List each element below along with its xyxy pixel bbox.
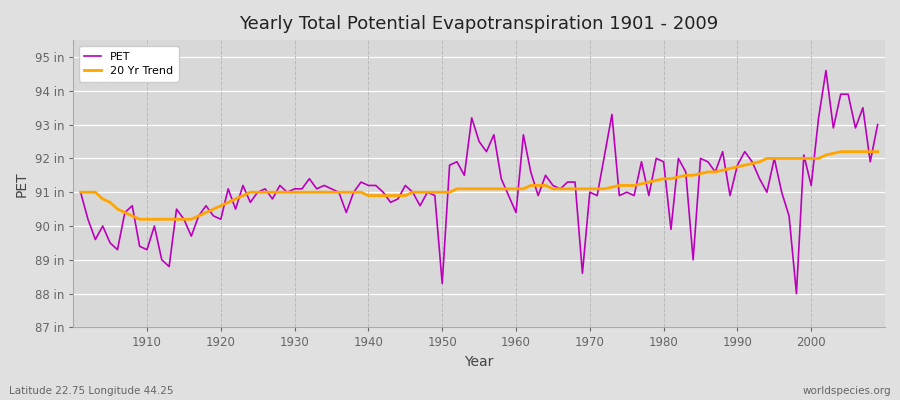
20 Yr Trend [518,186,529,191]
Text: Latitude 22.75 Longitude 44.25: Latitude 22.75 Longitude 44.25 [9,386,174,396]
Text: worldspecies.org: worldspecies.org [803,386,891,396]
20 Yr Trend [510,186,521,191]
20 Yr Trend [141,217,152,222]
PET [503,193,514,198]
X-axis label: Year: Year [464,355,494,369]
Line: PET: PET [81,70,878,294]
20 Yr Trend [607,185,617,190]
PET [134,244,145,249]
20 Yr Trend [835,149,846,154]
20 Yr Trend [134,217,145,222]
PET [791,291,802,296]
PET [341,210,352,215]
PET [297,186,308,191]
PET [872,122,883,127]
Legend: PET, 20 Yr Trend: PET, 20 Yr Trend [79,46,178,82]
Y-axis label: PET: PET [15,171,29,196]
PET [510,210,521,215]
Title: Yearly Total Potential Evapotranspiration 1901 - 2009: Yearly Total Potential Evapotranspiratio… [239,15,719,33]
20 Yr Trend [76,190,86,195]
20 Yr Trend [872,149,883,154]
PET [821,68,832,73]
PET [76,190,86,195]
PET [599,153,610,158]
20 Yr Trend [304,190,315,195]
20 Yr Trend [348,190,359,195]
Line: 20 Yr Trend: 20 Yr Trend [81,152,878,219]
